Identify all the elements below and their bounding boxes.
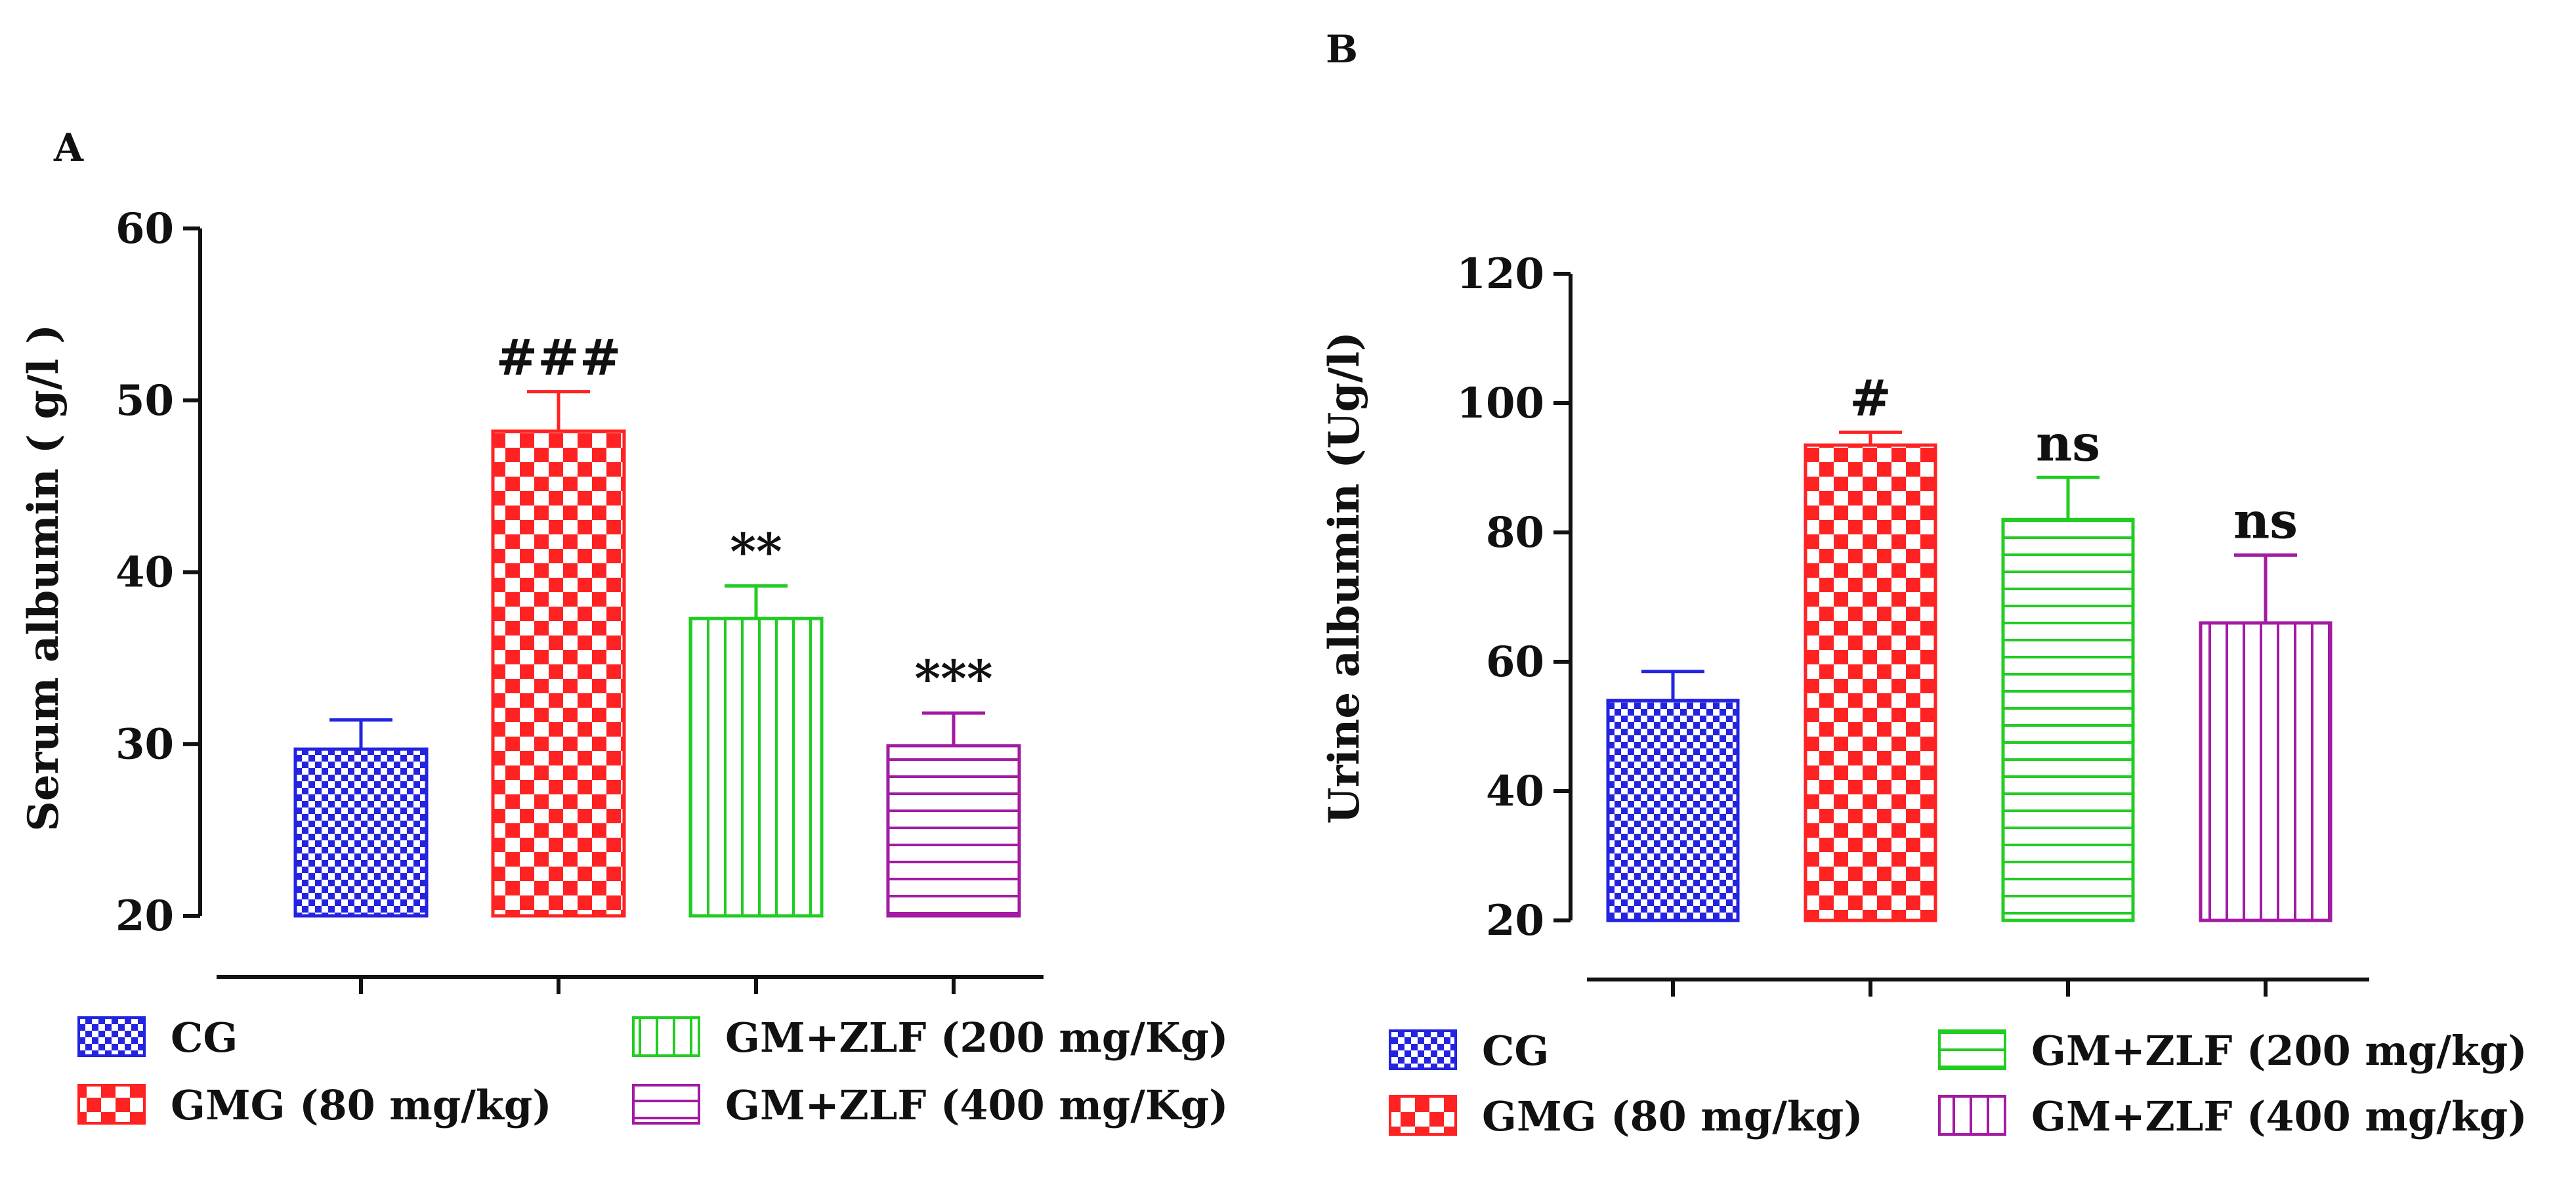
panel-b-legend-swatch — [1938, 1095, 2006, 1136]
panel-a-significance-label: *** — [914, 649, 992, 708]
panel-b-bar-3 — [2199, 621, 2333, 922]
panel-a-label: A — [53, 125, 84, 170]
panel-a-legend-label: CG — [171, 1014, 238, 1062]
panel-a-bar-0 — [293, 747, 429, 918]
panel-b-legend-label: CG — [1482, 1027, 1549, 1075]
panel-b-bar-0 — [1606, 699, 1740, 922]
panel-b-legend-label: GMG (80 mg/kg) — [1482, 1092, 1863, 1140]
panel-a-y-axis-label: Serum albumin ( g/l ) — [19, 324, 68, 832]
panel-a-y-tick-label: 20 — [116, 892, 174, 941]
panel-b-y-tick-label: 120 — [1456, 249, 1544, 299]
panel-b-y-tick-label: 40 — [1486, 767, 1544, 816]
panel-a-significance-label: ### — [496, 328, 621, 387]
panel-b-significance-label: ns — [2036, 414, 2100, 472]
panel-b-legend: CG GMG (80 mg/kg) GM+ZLF (200 mg/kg) GM+ZLF… — [1389, 1027, 2527, 1140]
panel-a-legend-swatch — [77, 1084, 146, 1125]
panel-b-legend-label: GM+ZLF (400 mg/kg) — [2031, 1092, 2527, 1140]
panel-a-y-tick-label: 50 — [116, 376, 174, 425]
panel-b-legend-label: GM+ZLF (200 mg/kg) — [2031, 1027, 2527, 1075]
panel-a-y-tick-label: 60 — [116, 204, 174, 253]
panel-b-y-tick-label: 20 — [1486, 896, 1544, 945]
panel-b-legend-swatch — [1938, 1029, 2006, 1070]
panel-b-significance-label: # — [1849, 368, 1891, 427]
panel-a-bar-2 — [688, 616, 824, 918]
panel-a-significance-label: ** — [730, 522, 782, 580]
panel-a-legend-label: GM+ZLF (400 mg/Kg) — [725, 1081, 1229, 1129]
panel-a-legend-label: GMG (80 mg/kg) — [171, 1081, 552, 1129]
panel-a-legend: CG GMG (80 mg/kg) GM+ZLF (200 mg/Kg) GM+ZLF… — [77, 1014, 1229, 1129]
panel-a-y-tick-label: 30 — [116, 720, 174, 769]
panel-b-y-tick-label: 60 — [1486, 637, 1544, 687]
panel-a-legend-swatch — [632, 1016, 700, 1057]
panel-a-legend-swatch — [632, 1084, 700, 1125]
panel-b-legend-swatch — [1389, 1095, 1457, 1136]
panel-a-bar-3 — [886, 744, 1021, 918]
panel-b-significance-label: ns — [2233, 491, 2298, 549]
panel-b-y-tick-label: 100 — [1456, 379, 1544, 428]
panel-a-legend-label: GM+ZLF (200 mg/Kg) — [725, 1014, 1229, 1062]
panel-b-bar-1 — [1804, 443, 1937, 922]
panel-a-legend-swatch — [77, 1016, 146, 1057]
panel-a: A Serum albumin ( g/l ) 2030405060###***… — [19, 125, 1229, 1129]
panel-b-label: B — [1326, 27, 1358, 72]
panel-a-bar-1 — [491, 429, 626, 918]
panel-b-y-axis-label: Urine albumin (Ug/l) — [1320, 332, 1369, 824]
panel-b-y-tick-label: 80 — [1486, 508, 1544, 557]
panel-b-bar-2 — [2001, 517, 2135, 922]
panel-b: B Urine albumin (Ug/l) 20 40 60 80 100 120 # ns… — [1320, 27, 2527, 1140]
panel-b-legend-swatch — [1389, 1029, 1457, 1070]
panel-a-y-tick-label: 40 — [116, 548, 174, 597]
